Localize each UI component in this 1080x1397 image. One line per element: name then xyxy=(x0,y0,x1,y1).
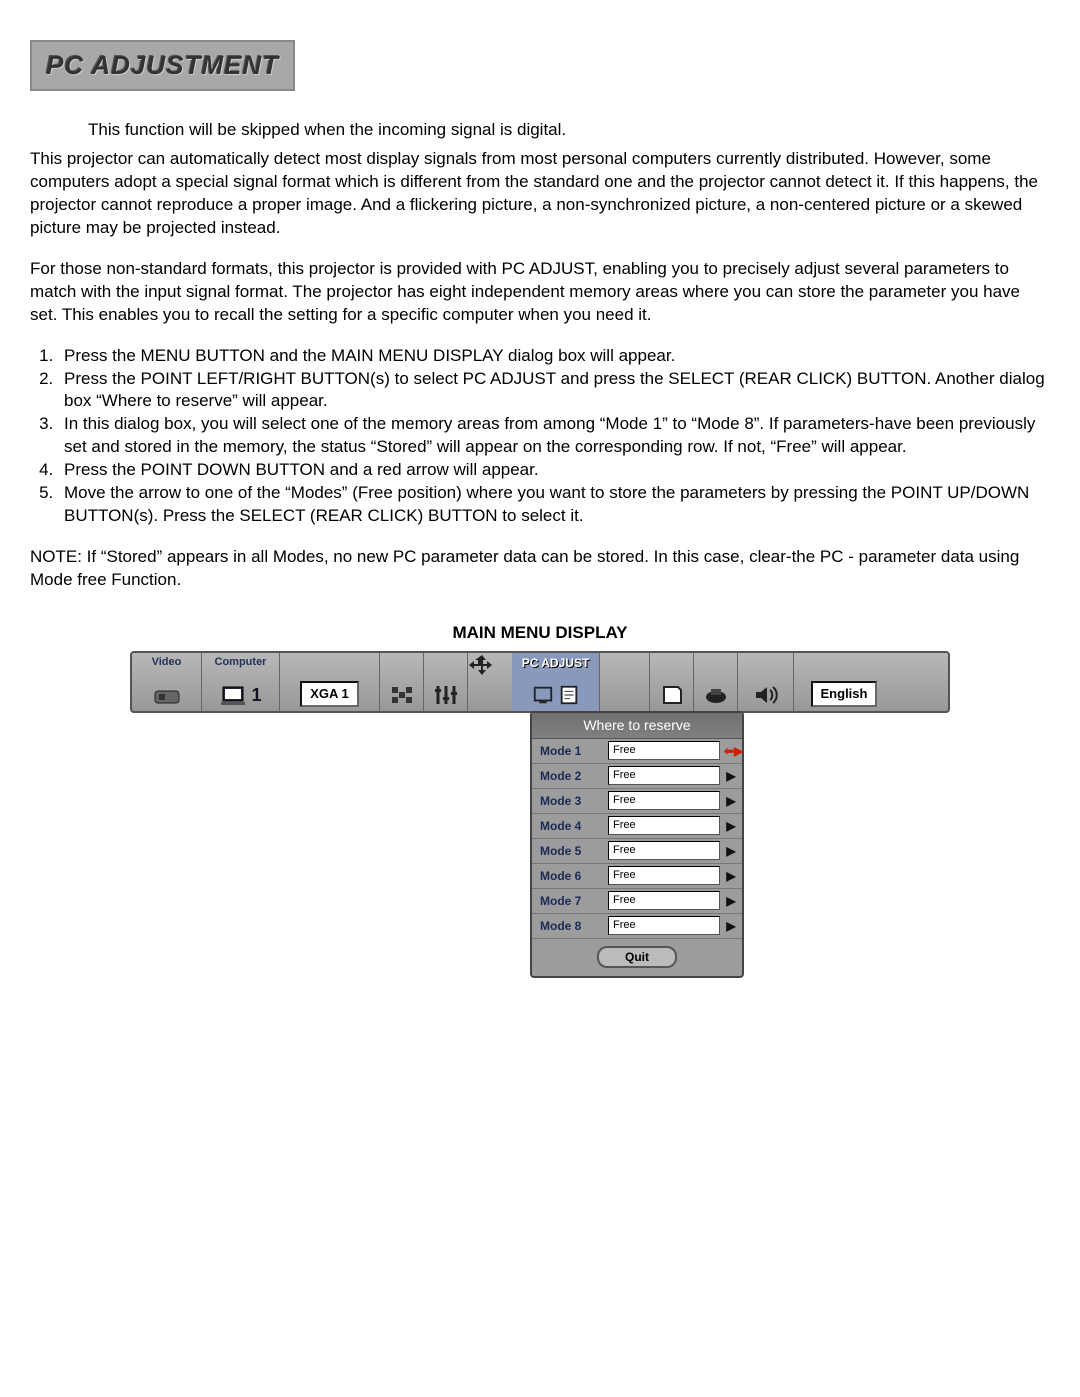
menu-item-computer[interactable]: Computer 1 xyxy=(202,653,280,711)
screen-icon xyxy=(532,683,554,707)
mode-status: Free xyxy=(608,816,720,835)
mode-label: Mode 7 xyxy=(536,893,608,909)
menu-item-resolution[interactable]: XGA 1 xyxy=(280,653,380,711)
position-icon xyxy=(468,653,496,677)
mode-arrow-icon: ▶ xyxy=(724,843,738,859)
section-title: PC ADJUSTMENT xyxy=(46,50,279,80)
mode-label: Mode 2 xyxy=(536,768,608,784)
mode-status: Free xyxy=(608,766,720,785)
note-icon xyxy=(558,683,580,707)
mode-status: Free xyxy=(608,741,720,760)
menu-item-pc-adjust[interactable]: PC ADJUST xyxy=(512,653,600,711)
mode-arrow-icon: ▶ xyxy=(724,918,738,934)
mode-arrow-icon: ▶ xyxy=(724,793,738,809)
menu-item-screen[interactable] xyxy=(650,653,694,711)
mode-label: Mode 1 xyxy=(536,743,608,759)
resolution-box: XGA 1 xyxy=(300,681,359,707)
menu-item-sound[interactable] xyxy=(738,653,794,711)
quit-button[interactable]: Quit xyxy=(597,946,677,968)
mode-arrow-icon: ⬅▶ xyxy=(724,743,738,759)
menu-item-picture[interactable] xyxy=(424,653,468,711)
mode-row[interactable]: Mode 6 Free ▶ xyxy=(532,864,742,889)
osd-top-bar: Video Computer 1 XGA 1 PC ADJUST xyxy=(130,651,950,713)
mode-label: Mode 6 xyxy=(536,868,608,884)
step-item: Move the arrow to one of the “Modes” (Fr… xyxy=(58,482,1050,528)
sliders-icon xyxy=(432,683,460,707)
mode-status: Free xyxy=(608,916,720,935)
menu-item-language[interactable]: English xyxy=(794,653,894,711)
menu-item-video[interactable]: Video xyxy=(132,653,202,711)
mode-arrow-icon: ▶ xyxy=(724,818,738,834)
reserve-title: Where to reserve xyxy=(532,713,742,739)
mode-status: Free xyxy=(608,791,720,810)
mode-label: Mode 3 xyxy=(536,793,608,809)
mode-label: Mode 4 xyxy=(536,818,608,834)
mode-arrow-icon: ▶ xyxy=(724,893,738,909)
lead-paragraph: This function will be skipped when the i… xyxy=(88,119,1050,142)
osd-menu: Video Computer 1 XGA 1 PC ADJUST xyxy=(130,651,950,1013)
note-paragraph: NOTE: If “Stored” appears in all Modes, … xyxy=(30,546,1050,592)
mode-arrow-icon: ▶ xyxy=(724,768,738,784)
menu-item-lamp[interactable] xyxy=(694,653,738,711)
mode-row[interactable]: Mode 5 Free ▶ xyxy=(532,839,742,864)
where-to-reserve-panel: Where to reserve Mode 1 Free ⬅▶ Mode 2 F… xyxy=(530,711,744,978)
intro-paragraph-1: This projector can automatically detect … xyxy=(30,148,1050,240)
computer-number: 1 xyxy=(251,683,261,707)
menu-item-auto-adjust[interactable] xyxy=(380,653,424,711)
computer-icon xyxy=(219,683,247,707)
quit-row: Quit xyxy=(532,939,742,976)
video-label: Video xyxy=(152,655,182,670)
page-icon xyxy=(658,683,686,707)
mode-row[interactable]: Mode 1 Free ⬅▶ xyxy=(532,739,742,764)
step-item: Press the POINT LEFT/RIGHT BUTTON(s) to … xyxy=(58,368,1050,414)
speaker-icon xyxy=(752,683,780,707)
step-item: Press the POINT DOWN BUTTON and a red ar… xyxy=(58,459,1050,482)
pc-adjust-label: PC ADJUST xyxy=(522,655,590,671)
video-source-icon xyxy=(153,683,181,707)
language-box: English xyxy=(811,681,878,707)
mode-status: Free xyxy=(608,866,720,885)
menu-caption: MAIN MENU DISPLAY xyxy=(30,622,1050,645)
mode-row[interactable]: Mode 4 Free ▶ xyxy=(532,814,742,839)
intro-paragraph-2: For those non-standard formats, this pro… xyxy=(30,258,1050,327)
computer-label: Computer xyxy=(215,655,267,670)
mode-row[interactable]: Mode 7 Free ▶ xyxy=(532,889,742,914)
step-item: In this dialog box, you will select one … xyxy=(58,413,1050,459)
mode-status: Free xyxy=(608,841,720,860)
auto-adjust-icon xyxy=(388,683,416,707)
mode-label: Mode 5 xyxy=(536,843,608,859)
mode-row[interactable]: Mode 8 Free ▶ xyxy=(532,914,742,939)
mode-row[interactable]: Mode 3 Free ▶ xyxy=(532,789,742,814)
section-header: PC ADJUSTMENT xyxy=(30,40,295,91)
lamp-icon xyxy=(702,683,730,707)
mode-label: Mode 8 xyxy=(536,918,608,934)
menu-item-position[interactable] xyxy=(468,653,512,711)
steps-list: Press the MENU BUTTON and the MAIN MENU … xyxy=(30,345,1050,529)
step-item: Press the MENU BUTTON and the MAIN MENU … xyxy=(58,345,1050,368)
menu-item-blank[interactable] xyxy=(600,653,650,711)
mode-row[interactable]: Mode 2 Free ▶ xyxy=(532,764,742,789)
mode-arrow-icon: ▶ xyxy=(724,868,738,884)
mode-status: Free xyxy=(608,891,720,910)
